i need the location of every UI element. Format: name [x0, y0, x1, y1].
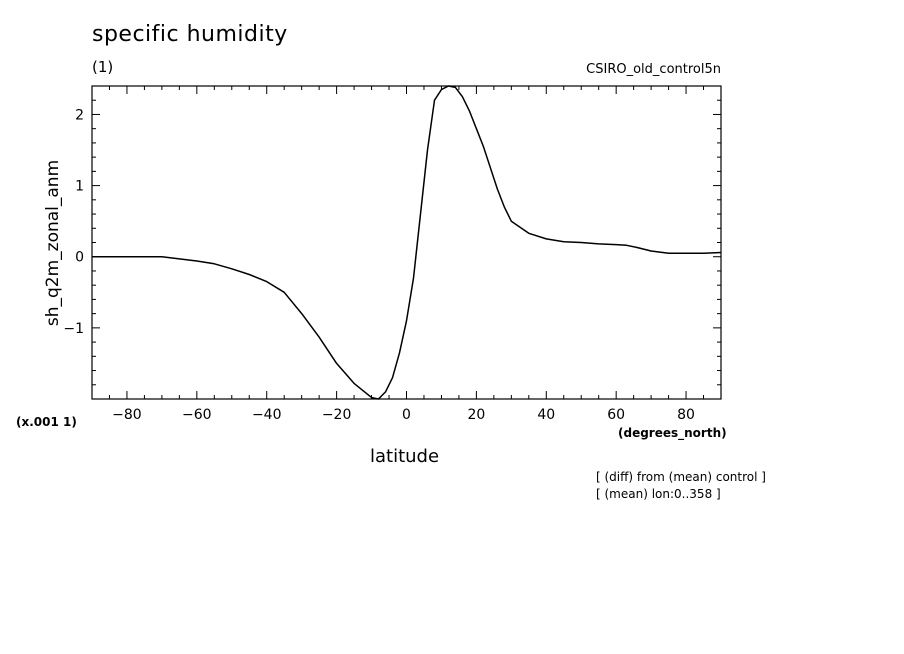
x-tick-label: −40 — [252, 407, 282, 423]
scale-factor-label: (x.001 1) — [16, 415, 77, 429]
y-tick-label: 0 — [75, 250, 84, 266]
x-tick-label: −20 — [322, 407, 352, 423]
x-tick-label: 0 — [402, 407, 411, 423]
x-tick-label: 40 — [537, 407, 555, 423]
chart-title: specific humidity — [92, 22, 288, 47]
series-line — [92, 85, 722, 400]
x-tick-label: 80 — [677, 407, 695, 423]
x-axis-label: latitude — [370, 446, 440, 467]
x-tick-label: 20 — [467, 407, 485, 423]
diff-note: [ (diff) from (mean) control ] — [596, 470, 766, 484]
plot-frame — [91, 85, 722, 400]
units-label: (1) — [92, 58, 114, 76]
y-tick-label: −1 — [63, 321, 84, 337]
x-axis-units: (degrees_north) — [618, 426, 727, 440]
x-tick-label: 60 — [607, 407, 625, 423]
source-label: CSIRO_old_control5n — [586, 62, 721, 77]
x-tick-label: −60 — [182, 407, 212, 423]
y-tick-label: 1 — [75, 179, 84, 195]
x-tick-label: −80 — [112, 407, 142, 423]
mean-note: [ (mean) lon:0..358 ] — [596, 487, 721, 501]
y-tick-label: 2 — [75, 107, 84, 123]
